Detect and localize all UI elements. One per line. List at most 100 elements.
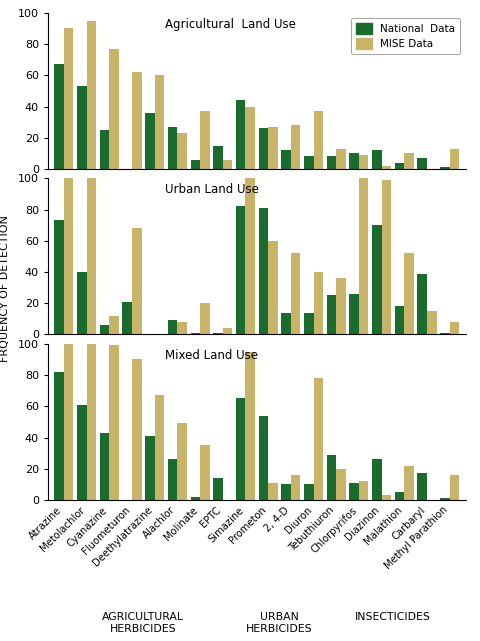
Bar: [245, 106, 255, 169]
Bar: [327, 156, 336, 169]
Bar: [359, 155, 369, 169]
Bar: [349, 294, 359, 335]
Text: AGRICULTURAL
HERBICIDES: AGRICULTURAL HERBICIDES: [102, 612, 184, 634]
Bar: [200, 445, 210, 500]
Bar: [223, 328, 232, 335]
Bar: [359, 178, 369, 335]
Bar: [77, 272, 86, 335]
Bar: [191, 333, 200, 335]
Bar: [132, 360, 142, 500]
Bar: [236, 399, 245, 500]
Text: Urban Land Use: Urban Land Use: [165, 183, 259, 196]
Bar: [349, 153, 359, 169]
Bar: [213, 146, 223, 169]
Bar: [313, 378, 323, 500]
Bar: [86, 178, 96, 335]
Bar: [178, 133, 187, 169]
Bar: [77, 404, 86, 500]
Bar: [418, 274, 427, 335]
Bar: [395, 492, 404, 500]
Bar: [291, 475, 300, 500]
Bar: [268, 241, 277, 335]
Bar: [372, 225, 382, 335]
Bar: [281, 485, 291, 500]
Bar: [404, 253, 414, 335]
Text: INSECTICIDES: INSECTICIDES: [355, 612, 431, 622]
Bar: [304, 485, 313, 500]
Bar: [64, 178, 73, 335]
Bar: [404, 465, 414, 500]
Bar: [427, 311, 436, 335]
Bar: [54, 221, 64, 335]
Bar: [304, 313, 313, 335]
Bar: [291, 125, 300, 169]
Bar: [178, 322, 187, 335]
Bar: [382, 166, 391, 169]
Bar: [77, 86, 86, 169]
Bar: [122, 302, 132, 335]
Bar: [259, 415, 268, 500]
Bar: [395, 163, 404, 169]
Bar: [281, 313, 291, 335]
Bar: [313, 111, 323, 169]
Bar: [359, 481, 369, 500]
Bar: [86, 21, 96, 169]
Bar: [327, 296, 336, 335]
Text: FRQUENCY OF DETECTION: FRQUENCY OF DETECTION: [0, 215, 10, 362]
Bar: [372, 150, 382, 169]
Legend: National  Data, MISE Data: National Data, MISE Data: [351, 18, 460, 54]
Bar: [440, 499, 450, 500]
Bar: [132, 72, 142, 169]
Bar: [382, 495, 391, 500]
Bar: [418, 474, 427, 500]
Bar: [404, 153, 414, 169]
Bar: [168, 460, 178, 500]
Bar: [213, 333, 223, 335]
Bar: [268, 127, 277, 169]
Bar: [100, 130, 109, 169]
Bar: [145, 113, 155, 169]
Bar: [268, 483, 277, 500]
Bar: [291, 253, 300, 335]
Bar: [200, 111, 210, 169]
Bar: [336, 278, 346, 335]
Bar: [327, 454, 336, 500]
Bar: [100, 433, 109, 500]
Bar: [145, 436, 155, 500]
Bar: [450, 475, 459, 500]
Bar: [313, 272, 323, 335]
Bar: [54, 64, 64, 169]
Bar: [200, 303, 210, 335]
Bar: [178, 424, 187, 500]
Text: Mixed Land Use: Mixed Land Use: [165, 349, 258, 362]
Bar: [349, 483, 359, 500]
Bar: [155, 75, 164, 169]
Bar: [109, 49, 119, 169]
Bar: [168, 320, 178, 335]
Bar: [450, 322, 459, 335]
Bar: [213, 478, 223, 500]
Bar: [259, 128, 268, 169]
Bar: [281, 150, 291, 169]
Bar: [54, 372, 64, 500]
Bar: [372, 460, 382, 500]
Text: Agricultural  Land Use: Agricultural Land Use: [165, 17, 296, 31]
Bar: [395, 306, 404, 335]
Bar: [109, 345, 119, 500]
Bar: [191, 497, 200, 500]
Bar: [304, 156, 313, 169]
Bar: [236, 206, 245, 335]
Bar: [109, 316, 119, 335]
Bar: [382, 180, 391, 335]
Bar: [440, 167, 450, 169]
Bar: [245, 352, 255, 500]
Bar: [223, 160, 232, 169]
Bar: [236, 100, 245, 169]
Bar: [64, 344, 73, 500]
Bar: [100, 325, 109, 335]
Bar: [450, 149, 459, 169]
Bar: [336, 149, 346, 169]
Bar: [191, 160, 200, 169]
Text: URBAN
HERBICIDES: URBAN HERBICIDES: [246, 612, 313, 634]
Bar: [132, 228, 142, 335]
